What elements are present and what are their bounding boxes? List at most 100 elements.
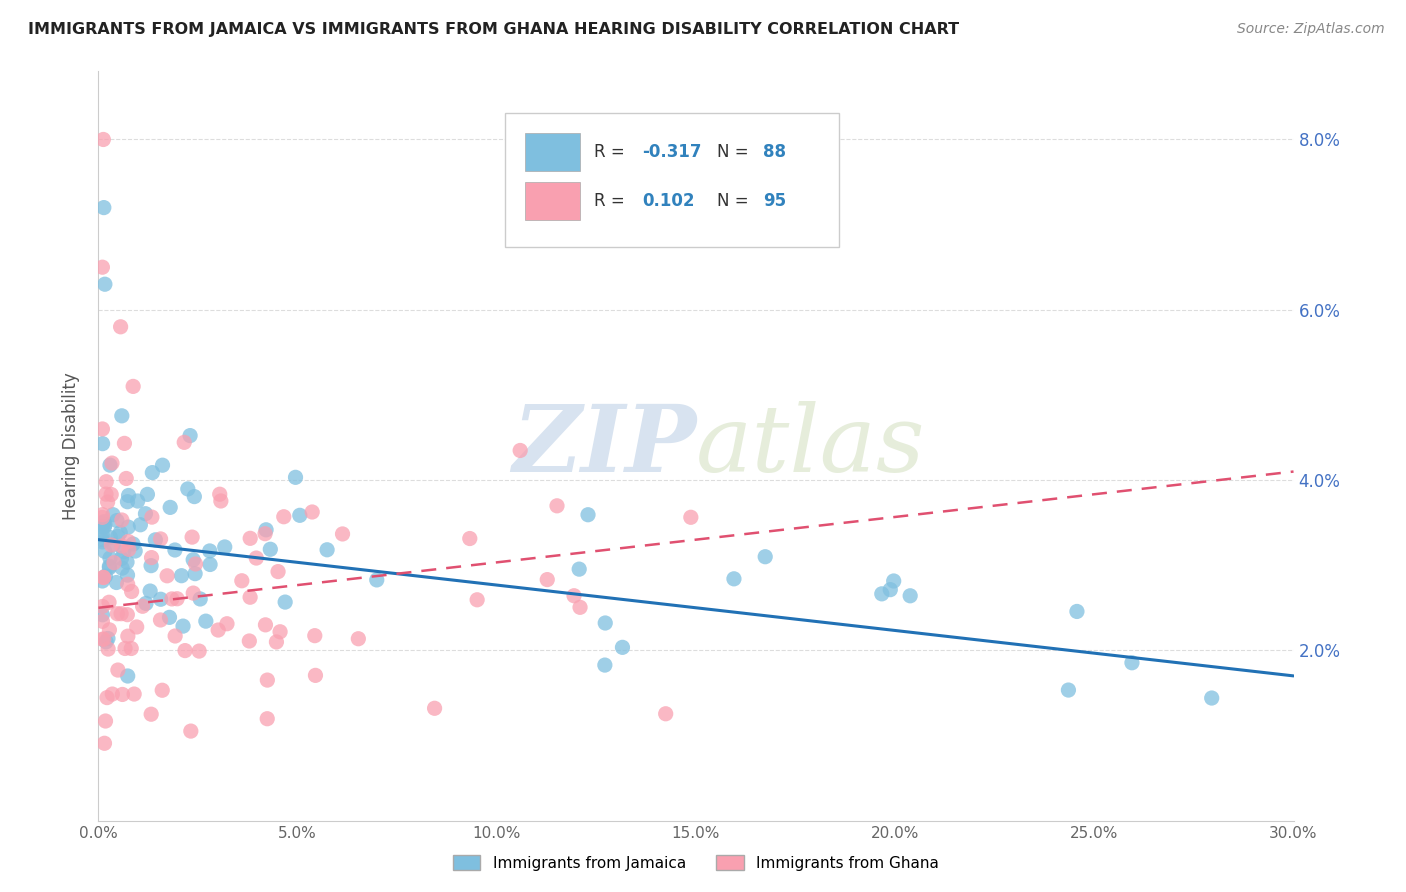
Point (143, 533, 166, 547)
Point (284, 470, 307, 484)
Point (91, 615, 114, 629)
Point (124, 544, 146, 558)
Point (101, 456, 124, 470)
Point (105, 607, 128, 621)
Point (91, 510, 114, 524)
Point (100, 538, 122, 552)
Point (110, 319, 132, 334)
Point (883, 574, 905, 588)
Point (254, 618, 277, 632)
Point (593, 615, 616, 630)
Point (122, 537, 145, 551)
Point (136, 487, 159, 501)
Point (163, 543, 186, 558)
Point (366, 573, 388, 587)
Point (198, 558, 221, 572)
Point (141, 550, 163, 565)
Point (91, 132, 114, 146)
Point (316, 542, 339, 557)
Point (91, 508, 114, 522)
Point (141, 466, 163, 480)
Point (94, 714, 117, 728)
Point (139, 558, 162, 573)
Point (152, 458, 174, 473)
Point (91, 528, 114, 542)
Point (111, 561, 134, 575)
Point (141, 707, 163, 722)
Point (347, 632, 370, 646)
Point (94, 277, 117, 292)
Point (111, 409, 134, 423)
Point (118, 542, 141, 557)
Point (117, 520, 139, 534)
FancyBboxPatch shape (524, 133, 581, 171)
Point (194, 614, 217, 628)
Point (159, 500, 181, 515)
Point (97, 495, 120, 509)
Point (141, 510, 163, 524)
Point (91, 436, 114, 450)
Point (93, 632, 115, 647)
Point (96, 690, 118, 705)
Point (238, 634, 260, 648)
Point (94, 569, 117, 583)
Point (183, 490, 205, 504)
Point (139, 584, 162, 599)
Point (98, 559, 121, 574)
Point (170, 568, 193, 582)
Point (110, 551, 132, 566)
Point (114, 641, 136, 656)
Point (149, 613, 172, 627)
Point (97, 632, 120, 646)
Point (256, 673, 278, 687)
Point (274, 595, 297, 609)
Point (94, 635, 117, 649)
Point (117, 607, 139, 622)
Point (188, 591, 211, 606)
Point (256, 712, 278, 726)
Point (1121, 656, 1143, 670)
Text: R =: R = (595, 192, 636, 210)
Point (98, 595, 121, 609)
Point (97, 642, 120, 657)
Point (423, 701, 446, 715)
Point (94, 487, 117, 501)
Point (215, 616, 238, 631)
Point (1201, 691, 1223, 706)
Point (98, 531, 121, 545)
Point (120, 641, 142, 656)
Point (91, 260, 114, 275)
Point (754, 549, 776, 564)
Point (179, 428, 201, 442)
Text: N =: N = (717, 192, 755, 210)
Point (111, 513, 134, 527)
FancyBboxPatch shape (505, 112, 839, 247)
Point (180, 724, 202, 739)
Point (111, 539, 134, 553)
Point (117, 568, 139, 582)
Point (207, 623, 229, 637)
Point (304, 668, 326, 682)
Point (654, 706, 676, 721)
Point (91, 599, 114, 614)
Point (266, 635, 288, 649)
Point (122, 379, 145, 393)
Point (127, 494, 149, 508)
Point (94, 517, 117, 532)
Point (181, 586, 204, 600)
Point (870, 587, 893, 601)
Point (166, 591, 188, 606)
Point (122, 687, 145, 701)
Point (105, 575, 128, 590)
Point (96, 475, 118, 489)
Point (612, 640, 634, 655)
Point (149, 532, 172, 546)
Point (125, 620, 148, 634)
Point (332, 527, 354, 541)
Point (273, 509, 295, 524)
Text: IMMIGRANTS FROM JAMAICA VS IMMIGRANTS FROM GHANA HEARING DISABILITY CORRELATION : IMMIGRANTS FROM JAMAICA VS IMMIGRANTS FR… (28, 22, 959, 37)
Point (576, 508, 599, 522)
Point (181, 553, 204, 567)
Point (198, 544, 221, 558)
Point (91, 632, 114, 647)
